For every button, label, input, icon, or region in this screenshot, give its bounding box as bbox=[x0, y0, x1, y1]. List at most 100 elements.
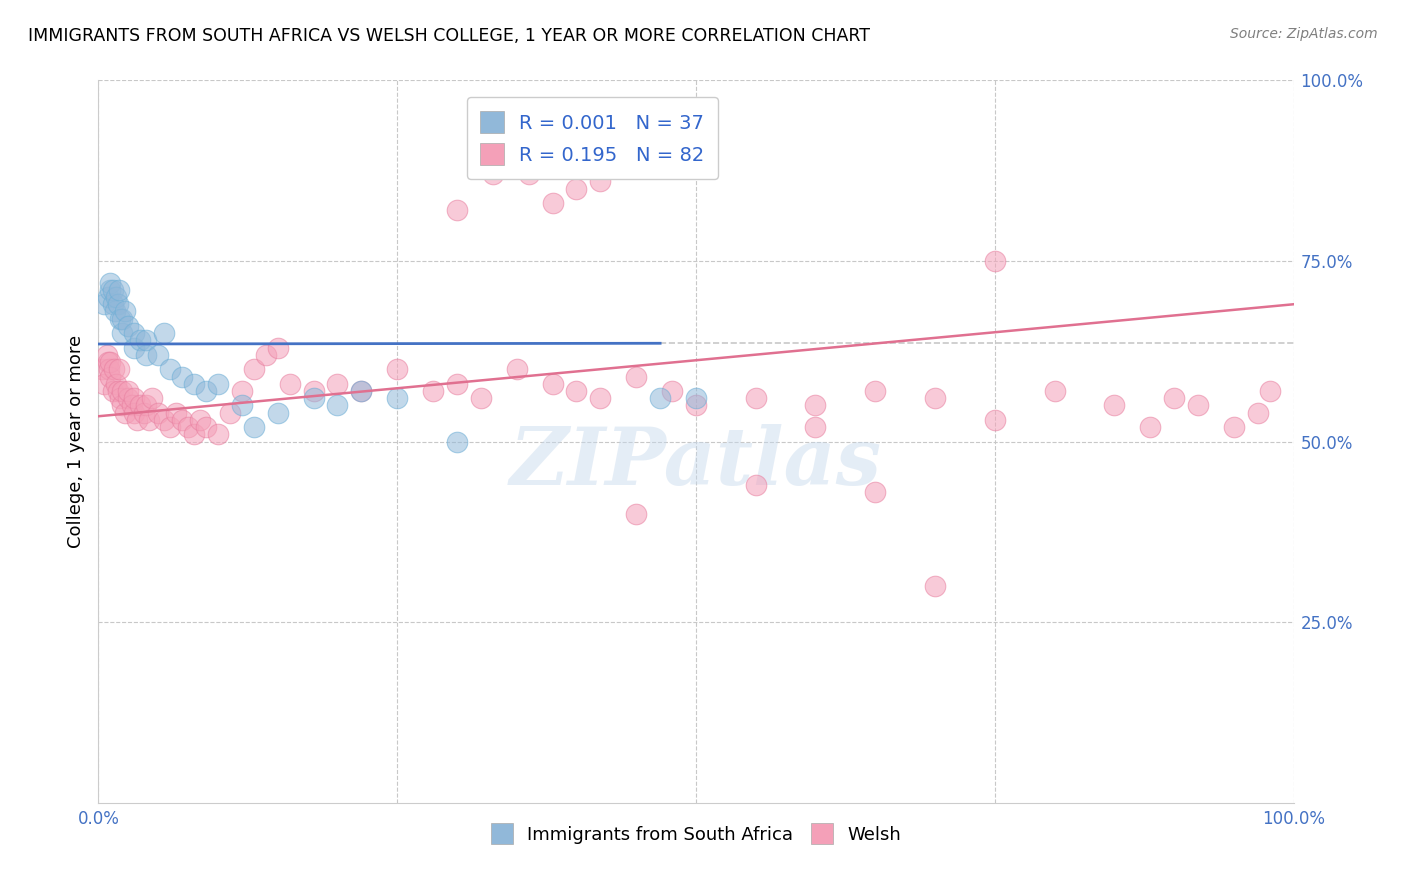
Point bbox=[243, 420, 266, 434]
Point bbox=[565, 384, 588, 398]
Point bbox=[108, 391, 131, 405]
Point bbox=[350, 384, 373, 398]
Point bbox=[159, 362, 181, 376]
Point bbox=[177, 420, 200, 434]
Point bbox=[685, 391, 707, 405]
Point bbox=[135, 398, 157, 412]
Point bbox=[470, 391, 492, 405]
Point bbox=[422, 384, 444, 398]
Text: IMMIGRANTS FROM SOUTH AFRICA VS WELSH COLLEGE, 1 YEAR OR MORE CORRELATION CHART: IMMIGRANTS FROM SOUTH AFRICA VS WELSH CO… bbox=[28, 27, 870, 45]
Point bbox=[124, 406, 146, 420]
Point bbox=[98, 276, 122, 290]
Point bbox=[385, 391, 409, 405]
Point bbox=[101, 283, 124, 297]
Point bbox=[589, 391, 612, 405]
Point bbox=[101, 384, 124, 398]
Point bbox=[685, 398, 707, 412]
Point bbox=[195, 420, 218, 434]
Point bbox=[804, 420, 827, 434]
Point bbox=[114, 304, 136, 318]
Point bbox=[924, 391, 946, 405]
Point bbox=[104, 304, 127, 318]
Point bbox=[446, 434, 468, 449]
Point bbox=[172, 369, 194, 384]
Point bbox=[446, 376, 468, 391]
Point bbox=[98, 369, 122, 384]
Point bbox=[648, 391, 672, 405]
Text: ZIPatlas: ZIPatlas bbox=[510, 425, 882, 502]
Point bbox=[1043, 384, 1066, 398]
Point bbox=[865, 384, 887, 398]
Point bbox=[1223, 420, 1246, 434]
Point bbox=[1187, 398, 1209, 412]
Point bbox=[129, 334, 152, 348]
Point bbox=[132, 406, 155, 420]
Point bbox=[326, 398, 349, 412]
Point bbox=[98, 283, 122, 297]
Point bbox=[105, 290, 128, 304]
Y-axis label: College, 1 year or more: College, 1 year or more bbox=[66, 335, 84, 548]
Point bbox=[107, 384, 129, 398]
Point bbox=[117, 391, 139, 405]
Point bbox=[1247, 406, 1270, 420]
Point bbox=[153, 326, 176, 340]
Point bbox=[207, 427, 229, 442]
Point bbox=[254, 348, 277, 362]
Point bbox=[661, 384, 683, 398]
Point bbox=[124, 341, 146, 355]
Point bbox=[103, 362, 125, 376]
Point bbox=[446, 203, 468, 218]
Point bbox=[124, 391, 146, 405]
Point bbox=[219, 406, 242, 420]
Point bbox=[195, 384, 218, 398]
Point bbox=[93, 297, 115, 311]
Point bbox=[243, 362, 266, 376]
Point bbox=[107, 283, 129, 297]
Point bbox=[1104, 398, 1126, 412]
Point bbox=[267, 341, 290, 355]
Point bbox=[98, 362, 121, 376]
Point bbox=[865, 485, 887, 500]
Point bbox=[231, 384, 253, 398]
Point bbox=[1258, 384, 1281, 398]
Point bbox=[98, 355, 122, 369]
Point bbox=[745, 391, 768, 405]
Point bbox=[97, 290, 120, 304]
Point bbox=[541, 376, 564, 391]
Point bbox=[114, 406, 136, 420]
Legend: Immigrants from South Africa, Welsh: Immigrants from South Africa, Welsh bbox=[484, 816, 908, 852]
Point bbox=[1163, 391, 1185, 405]
Point bbox=[1139, 420, 1161, 434]
Point bbox=[138, 413, 160, 427]
Point bbox=[183, 427, 205, 442]
Point bbox=[541, 196, 564, 211]
Point bbox=[984, 253, 1007, 268]
Point bbox=[159, 420, 181, 434]
Point bbox=[129, 398, 152, 412]
Point bbox=[326, 376, 349, 391]
Point bbox=[101, 297, 124, 311]
Point bbox=[302, 391, 325, 405]
Point bbox=[111, 326, 134, 340]
Point bbox=[589, 174, 612, 188]
Point bbox=[117, 384, 139, 398]
Point bbox=[117, 318, 139, 333]
Point bbox=[111, 398, 134, 412]
Point bbox=[302, 384, 325, 398]
Point bbox=[148, 406, 170, 420]
Point bbox=[745, 478, 768, 492]
Point bbox=[385, 362, 409, 376]
Point bbox=[105, 376, 128, 391]
Point bbox=[565, 182, 588, 196]
Point bbox=[278, 376, 301, 391]
Point bbox=[124, 326, 146, 340]
Point bbox=[172, 413, 194, 427]
Point bbox=[125, 413, 148, 427]
Point bbox=[924, 579, 946, 593]
Point bbox=[91, 362, 114, 376]
Point bbox=[111, 384, 134, 398]
Point bbox=[96, 348, 118, 362]
Point bbox=[97, 355, 120, 369]
Text: Source: ZipAtlas.com: Source: ZipAtlas.com bbox=[1230, 27, 1378, 41]
Point bbox=[267, 406, 290, 420]
